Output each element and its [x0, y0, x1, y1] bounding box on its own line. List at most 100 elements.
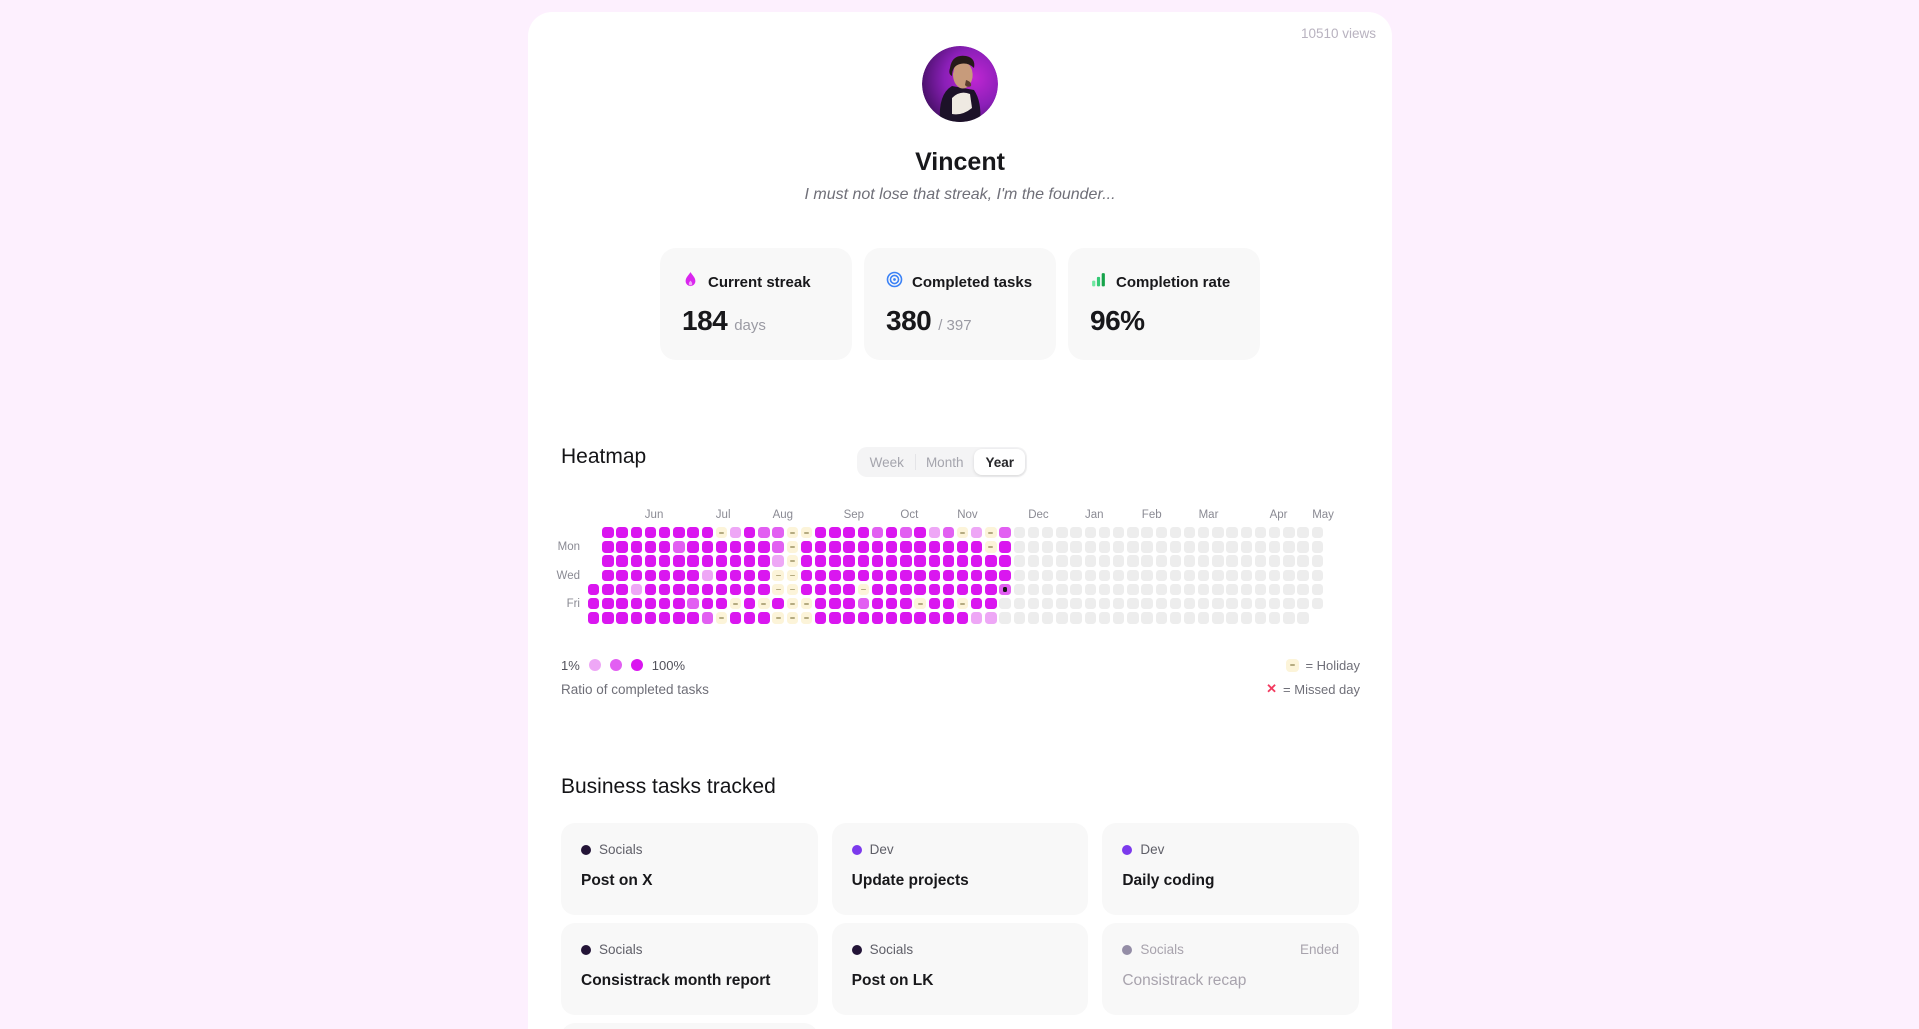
heatmap-cell: [971, 569, 983, 581]
heatmap-cell: [1027, 597, 1040, 610]
heatmap-week-column: [971, 527, 983, 624]
heatmap-cell: [701, 569, 713, 581]
heatmap-cell: [1169, 597, 1182, 610]
heatmap-cell: [843, 569, 855, 581]
heatmap-cell: [701, 541, 713, 553]
heatmap-cell: [1084, 597, 1096, 610]
heatmap-cell: [758, 597, 770, 610]
heatmap-cell: [687, 597, 699, 610]
heatmap-cell: [701, 612, 713, 624]
heatmap-cell: [1226, 541, 1238, 553]
heatmap-cell: [999, 612, 1011, 624]
heatmap-cell: [1311, 527, 1323, 539]
heatmap-cell: [744, 555, 756, 567]
task-category: Socials: [599, 842, 643, 857]
heatmap-cell: [914, 555, 926, 567]
stat-value: 96%: [1090, 305, 1145, 336]
heatmap-cell: [999, 527, 1011, 539]
heatmap-cell: [928, 555, 940, 567]
heatmap-cell: [928, 569, 940, 581]
heatmap-cell: [687, 555, 699, 567]
task-category: Socials: [599, 942, 643, 957]
heatmap-cell: [829, 541, 841, 553]
heatmap-cell: [658, 569, 671, 581]
task-card-partial[interactable]: [561, 1023, 818, 1029]
stat-value: 184: [682, 305, 728, 336]
heatmap-cell: [1141, 527, 1153, 539]
task-card-daily-coding[interactable]: Dev Daily coding: [1102, 823, 1359, 915]
heatmap-cell: [829, 583, 841, 596]
heatmap-cell: [1127, 555, 1139, 567]
heatmap-cell: [985, 612, 997, 624]
category-dot-icon: [1122, 944, 1133, 955]
heatmap-week-column: [900, 527, 912, 624]
heatmap-cell: [630, 541, 642, 553]
ended-badge: Ended: [1299, 942, 1339, 957]
heatmap-cell: [885, 541, 898, 553]
heatmap-cell: [630, 612, 642, 624]
task-card-post-on-x[interactable]: Socials Post on X: [561, 823, 818, 915]
avatar: [922, 46, 998, 122]
heatmap-cell: [1155, 569, 1167, 581]
task-card-update-projects[interactable]: Dev Update projects: [831, 823, 1089, 915]
chart-bars-icon: [1090, 271, 1107, 293]
heatmap-cell: [971, 527, 983, 539]
heatmap-week-column: [673, 527, 685, 624]
heatmap-cell: [715, 569, 728, 581]
heatmap-cell: [1013, 612, 1026, 624]
tab-week[interactable]: Week: [859, 449, 915, 475]
heatmap-cell: [956, 527, 969, 539]
heatmap-cell: [956, 597, 969, 610]
heatmap-cell: [971, 612, 983, 624]
heatmap-cell: [644, 541, 657, 553]
heatmap-cell: [744, 541, 756, 553]
heatmap-cell: [985, 527, 997, 539]
legend-holiday-label: = Holiday: [1305, 657, 1360, 673]
heatmap-cell: [942, 612, 955, 624]
heatmap-cell: [1056, 527, 1068, 539]
month-label-jun: Jun: [644, 509, 664, 521]
heatmap-cell: [1226, 555, 1238, 567]
heatmap-week-column: [658, 527, 671, 624]
heatmap-cell: [715, 527, 728, 539]
heatmap-cell: [815, 527, 827, 539]
heatmap-week-column: [1155, 527, 1167, 624]
heatmap-cell: [1226, 527, 1238, 539]
heatmap-cell: [616, 541, 628, 553]
heatmap-cell: [843, 541, 855, 553]
heatmap-cell: [644, 612, 657, 624]
heatmap-cell: [1056, 555, 1068, 567]
tab-month[interactable]: Month: [914, 449, 975, 475]
stat-label: Completed tasks: [912, 273, 1033, 291]
task-card-post-on-lk[interactable]: Socials Post on LK: [831, 923, 1089, 1015]
tab-year[interactable]: Year: [974, 449, 1025, 475]
heatmap-cell: [1169, 555, 1182, 567]
heatmap-cell: [673, 555, 685, 567]
heatmap-cell: [1183, 527, 1196, 539]
heatmap-cell: [1240, 569, 1253, 581]
heatmap-cell: [772, 541, 784, 553]
heatmap-cell: [1127, 612, 1139, 624]
heatmap-cell: [758, 583, 770, 596]
task-card-consistrack-month-report[interactable]: Socials Consistrack month report: [561, 923, 818, 1015]
heatmap-cell: [1098, 555, 1111, 567]
heatmap-cell: [1127, 527, 1139, 539]
day-label-wed: Wed: [556, 569, 580, 582]
task-category: Socials: [869, 942, 914, 957]
task-card-consistrack-recap[interactable]: Socials Ended Consistrack recap: [1102, 923, 1359, 1015]
heatmap-cell: [772, 569, 784, 581]
heatmap-cell: [1013, 527, 1026, 539]
heatmap-cell: [1183, 583, 1196, 596]
heatmap-cell: [1169, 612, 1182, 624]
task-category: Socials: [1140, 942, 1184, 957]
category-dot-icon: [851, 844, 862, 855]
heatmap-week-column: [758, 527, 770, 624]
heatmap-legend-keys: = Holiday ✕ = Missed day: [1266, 657, 1360, 697]
heatmap-cell: [729, 527, 742, 539]
heatmap-cell: [1283, 569, 1295, 581]
month-label-may: May: [1312, 509, 1334, 521]
heatmap-cell: [1297, 555, 1309, 567]
heatmap-cell: [786, 597, 799, 610]
heatmap-cell: [758, 612, 770, 624]
heatmap-cell: [971, 541, 983, 553]
